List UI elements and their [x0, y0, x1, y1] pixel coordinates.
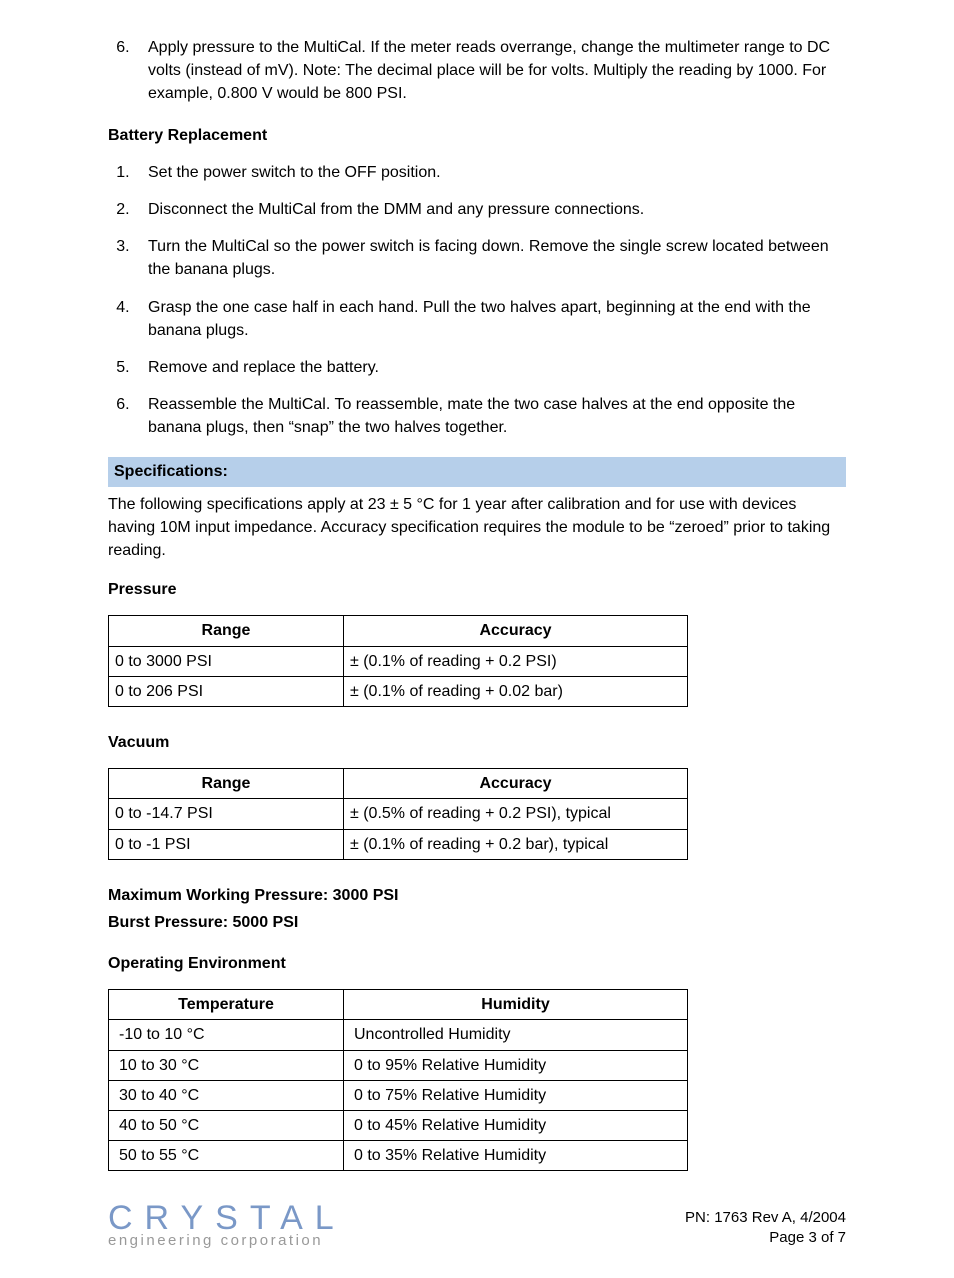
table-cell: -10 to 10 °C [109, 1020, 344, 1050]
table-header-row: Temperature Humidity [109, 990, 688, 1020]
page-footer: CRYSTAL engineering corporation PN: 1763… [108, 1201, 846, 1248]
continued-procedure-list: Apply pressure to the MultiCal. If the m… [108, 36, 846, 106]
pressure-table: Range Accuracy 0 to 3000 PSI ± (0.1% of … [108, 615, 688, 707]
list-item: Grasp the one case half in each hand. Pu… [134, 296, 846, 342]
list-item: Disconnect the MultiCal from the DMM and… [134, 198, 846, 221]
table-row: -10 to 10 °C Uncontrolled Humidity [109, 1020, 688, 1050]
table-row: 50 to 55 °C 0 to 35% Relative Humidity [109, 1141, 688, 1171]
table-cell: 50 to 55 °C [109, 1141, 344, 1171]
list-item: Reassemble the MultiCal. To reassemble, … [134, 393, 846, 439]
table-cell: 0 to 45% Relative Humidity [344, 1111, 688, 1141]
specifications-heading-bar: Specifications: [108, 457, 846, 486]
table-header-range: Range [109, 616, 344, 646]
table-cell: 0 to -1 PSI [109, 829, 344, 859]
table-header-accuracy: Accuracy [344, 769, 688, 799]
logo-text-main: CRYSTAL [108, 1201, 346, 1235]
battery-replacement-list: Set the power switch to the OFF position… [108, 161, 846, 440]
pressure-heading: Pressure [108, 578, 846, 601]
document-page: Apply pressure to the MultiCal. If the m… [0, 0, 954, 1278]
company-logo: CRYSTAL engineering corporation [108, 1201, 346, 1248]
table-row: 0 to -1 PSI ± (0.1% of reading + 0.2 bar… [109, 829, 688, 859]
table-header-range: Range [109, 769, 344, 799]
list-item: Turn the MultiCal so the power switch is… [134, 235, 846, 281]
table-header-temperature: Temperature [109, 990, 344, 1020]
vacuum-table: Range Accuracy 0 to -14.7 PSI ± (0.5% of… [108, 768, 688, 860]
table-header-accuracy: Accuracy [344, 616, 688, 646]
logo-text-sub: engineering corporation [108, 1233, 346, 1248]
operating-environment-table: Temperature Humidity -10 to 10 °C Uncont… [108, 989, 688, 1171]
burst-pressure: Burst Pressure: 5000 PSI [108, 911, 846, 934]
specifications-intro-text: The following specifications apply at 23… [108, 493, 846, 563]
table-cell: 0 to 75% Relative Humidity [344, 1080, 688, 1110]
table-cell: 0 to 95% Relative Humidity [344, 1050, 688, 1080]
operating-environment-heading: Operating Environment [108, 952, 846, 975]
footer-meta: PN: 1763 Rev A, 4/2004 Page 3 of 7 [685, 1208, 846, 1249]
table-header-humidity: Humidity [344, 990, 688, 1020]
list-item: Apply pressure to the MultiCal. If the m… [134, 36, 846, 106]
table-row: 10 to 30 °C 0 to 95% Relative Humidity [109, 1050, 688, 1080]
table-row: 40 to 50 °C 0 to 45% Relative Humidity [109, 1111, 688, 1141]
vacuum-heading: Vacuum [108, 731, 846, 754]
table-cell: 0 to 3000 PSI [109, 646, 344, 676]
table-cell: 0 to 206 PSI [109, 676, 344, 706]
table-cell: 0 to 35% Relative Humidity [344, 1141, 688, 1171]
table-cell: 40 to 50 °C [109, 1111, 344, 1141]
table-cell: 10 to 30 °C [109, 1050, 344, 1080]
table-header-row: Range Accuracy [109, 769, 688, 799]
table-cell: ± (0.1% of reading + 0.2 PSI) [344, 646, 688, 676]
table-row: 0 to -14.7 PSI ± (0.5% of reading + 0.2 … [109, 799, 688, 829]
page-number: Page 3 of 7 [685, 1228, 846, 1248]
table-cell: ± (0.1% of reading + 0.02 bar) [344, 676, 688, 706]
max-working-pressure: Maximum Working Pressure: 3000 PSI [108, 884, 846, 907]
part-number: PN: 1763 Rev A, 4/2004 [685, 1208, 846, 1228]
table-cell: ± (0.1% of reading + 0.2 bar), typical [344, 829, 688, 859]
table-row: 0 to 206 PSI ± (0.1% of reading + 0.02 b… [109, 676, 688, 706]
table-row: 0 to 3000 PSI ± (0.1% of reading + 0.2 P… [109, 646, 688, 676]
table-cell: ± (0.5% of reading + 0.2 PSI), typical [344, 799, 688, 829]
table-header-row: Range Accuracy [109, 616, 688, 646]
list-item: Set the power switch to the OFF position… [134, 161, 846, 184]
table-cell: Uncontrolled Humidity [344, 1020, 688, 1050]
battery-replacement-heading: Battery Replacement [108, 124, 846, 147]
table-cell: 0 to -14.7 PSI [109, 799, 344, 829]
list-item: Remove and replace the battery. [134, 356, 846, 379]
table-row: 30 to 40 °C 0 to 75% Relative Humidity [109, 1080, 688, 1110]
table-cell: 30 to 40 °C [109, 1080, 344, 1110]
